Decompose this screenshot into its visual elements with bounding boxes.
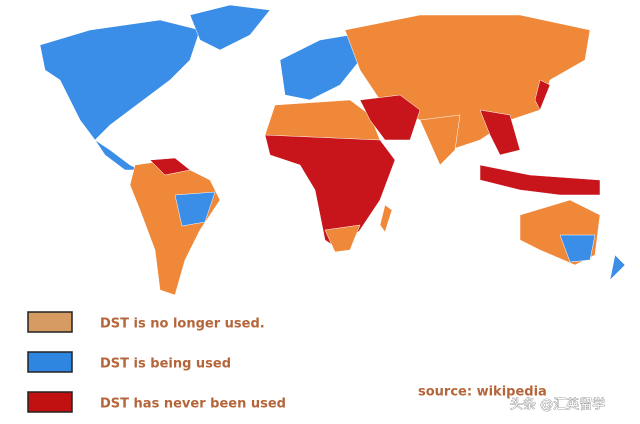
legend-swatch [27,391,73,413]
new-zealand [609,254,626,281]
madagascar [379,204,393,233]
europe [279,34,361,101]
greenland [189,4,271,51]
central-america [94,139,141,171]
source: source: wikipedia [418,385,547,400]
legend-swatch [27,311,73,333]
venezuela [149,157,191,176]
japan [534,79,551,111]
legend-label: DST is being used [100,357,231,372]
australia-southeast [559,234,596,263]
south-america [129,159,221,296]
southeast-asia [479,109,521,156]
legend-swatch [27,351,73,373]
india [419,114,461,166]
legend-label: DST is no longer used. [100,317,265,332]
world-map [39,4,626,296]
legend: DST is no longer used. DST is being used D… [27,311,286,413]
middle-east [359,94,421,141]
legend-label: DST has never been used [100,397,286,412]
north-america [39,19,201,141]
watermark: 头条 @汇英留学 [510,397,605,413]
indonesia [479,164,601,196]
south-africa [324,224,361,253]
brazil-south [174,191,216,227]
